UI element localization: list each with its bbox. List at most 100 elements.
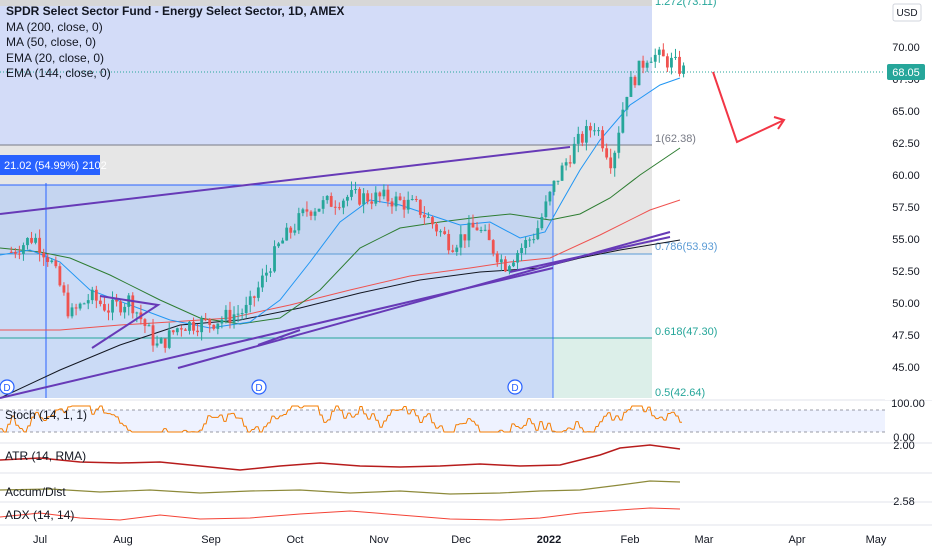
time-axis-label: Oct <box>286 534 303 546</box>
price-tick-label: 62.50 <box>892 138 920 150</box>
candle-up <box>26 237 29 246</box>
stoch-line <box>0 405 682 433</box>
candle-up <box>394 196 398 207</box>
candle-up <box>584 126 588 143</box>
price-tick-label: 45.00 <box>892 362 920 374</box>
candle-up <box>297 213 301 231</box>
indicator-ma200[interactable]: MA (200, close, 0) <box>6 19 103 34</box>
indicator-ema144[interactable]: EMA (144, close, 0) <box>6 66 111 80</box>
candle-up <box>34 237 37 243</box>
stoch-axis-100: 100.00 <box>891 398 925 410</box>
candle-up <box>256 287 260 298</box>
candle-up <box>281 240 285 244</box>
symbol-title[interactable]: SPDR Select Sector Fund - Energy Select … <box>6 4 345 18</box>
candle-down <box>46 257 50 262</box>
candle-down <box>309 211 313 216</box>
candle-up <box>50 260 54 262</box>
adx-axis-258: 2.58 <box>893 496 914 508</box>
last-price-tag[interactable] <box>887 64 925 80</box>
candle-up <box>260 275 264 288</box>
price-tick-label: 60.00 <box>892 170 920 182</box>
candle-up <box>621 109 625 133</box>
candle-up <box>617 132 621 153</box>
candle-up <box>629 76 633 97</box>
candle-up <box>649 61 653 63</box>
candle-up <box>350 189 353 197</box>
candle-down <box>74 307 78 309</box>
candle-up <box>22 245 25 254</box>
candle-up <box>362 193 366 205</box>
candle-up <box>301 209 305 214</box>
candle-up <box>520 247 523 254</box>
candle-down <box>601 130 604 149</box>
price-tick-label: 50.00 <box>892 298 920 310</box>
candle-up <box>123 306 127 313</box>
candle-down <box>503 259 507 272</box>
fib-label-0786: 0.786(53.93) <box>655 241 717 253</box>
candle-down <box>289 227 293 233</box>
candle-down <box>163 338 167 348</box>
candle-up <box>285 227 289 241</box>
dividend-marker-sep[interactable]: D <box>251 379 267 395</box>
candle-up <box>560 165 564 181</box>
candle-down <box>447 234 451 251</box>
dividend-marker-jun[interactable]: D <box>0 379 15 395</box>
candle-up <box>159 338 163 344</box>
dividend-marker-dec[interactable]: D <box>507 379 523 395</box>
candle-down <box>54 260 58 267</box>
candle-down <box>495 253 499 263</box>
candle-down <box>398 196 402 201</box>
price-tick-label: 57.50 <box>892 202 920 214</box>
candle-up <box>467 222 471 241</box>
candle-down <box>386 189 390 202</box>
fib-zone-bottom <box>553 338 652 398</box>
indicator-ema20[interactable]: EMA (20, close, 0) <box>6 50 105 65</box>
fib-label-1: 1(62.38) <box>655 133 696 145</box>
indicator-ma50[interactable]: MA (50, close, 0) <box>6 35 97 49</box>
candle-down <box>171 330 175 333</box>
candle-down <box>252 296 256 298</box>
trendline-flag <box>91 295 161 349</box>
currency-box[interactable] <box>892 3 922 22</box>
candle-down <box>42 252 46 258</box>
price-tick-label: 55.00 <box>892 234 920 246</box>
measure-box <box>0 185 553 398</box>
candle-up <box>483 229 487 231</box>
candle-down <box>305 209 309 212</box>
candles <box>9 43 685 353</box>
chart-legend[interactable]: SPDR Select Sector Fund - Energy Select … <box>6 4 344 82</box>
candle-up <box>625 96 629 110</box>
candle-up <box>175 328 179 333</box>
candle-down <box>143 319 147 326</box>
candle-up <box>455 247 459 252</box>
candle-up <box>188 321 191 331</box>
candle-up <box>111 299 114 313</box>
candle-up <box>325 195 329 201</box>
candle-up <box>277 243 280 247</box>
ema20-line <box>0 77 681 329</box>
adx-label: ADX (14, 14) <box>5 508 74 522</box>
candle-down <box>9 251 13 253</box>
candle-down <box>443 231 447 235</box>
candle-down <box>107 310 110 313</box>
candle-up <box>224 309 228 320</box>
fib-label-1272: 1.272(73.11) <box>655 0 717 8</box>
candle-down <box>568 162 572 164</box>
candle-down <box>119 301 123 313</box>
candle-down <box>131 295 135 314</box>
candle-down <box>435 224 438 232</box>
candle-up <box>313 211 317 216</box>
time-axis[interactable] <box>0 527 932 550</box>
candle-down <box>62 285 66 293</box>
candle-down <box>329 195 333 207</box>
candle-down <box>208 318 212 325</box>
candle-up <box>524 240 528 248</box>
time-axis-label: Mar <box>695 534 714 546</box>
projection-arrow <box>712 71 785 144</box>
candle-down <box>58 266 62 286</box>
projection-arrowhead <box>773 116 786 130</box>
fib-label-05: 0.5(42.64) <box>655 387 705 399</box>
fib-zone-lower <box>553 254 652 338</box>
dividend-marker-label: D <box>255 383 262 394</box>
